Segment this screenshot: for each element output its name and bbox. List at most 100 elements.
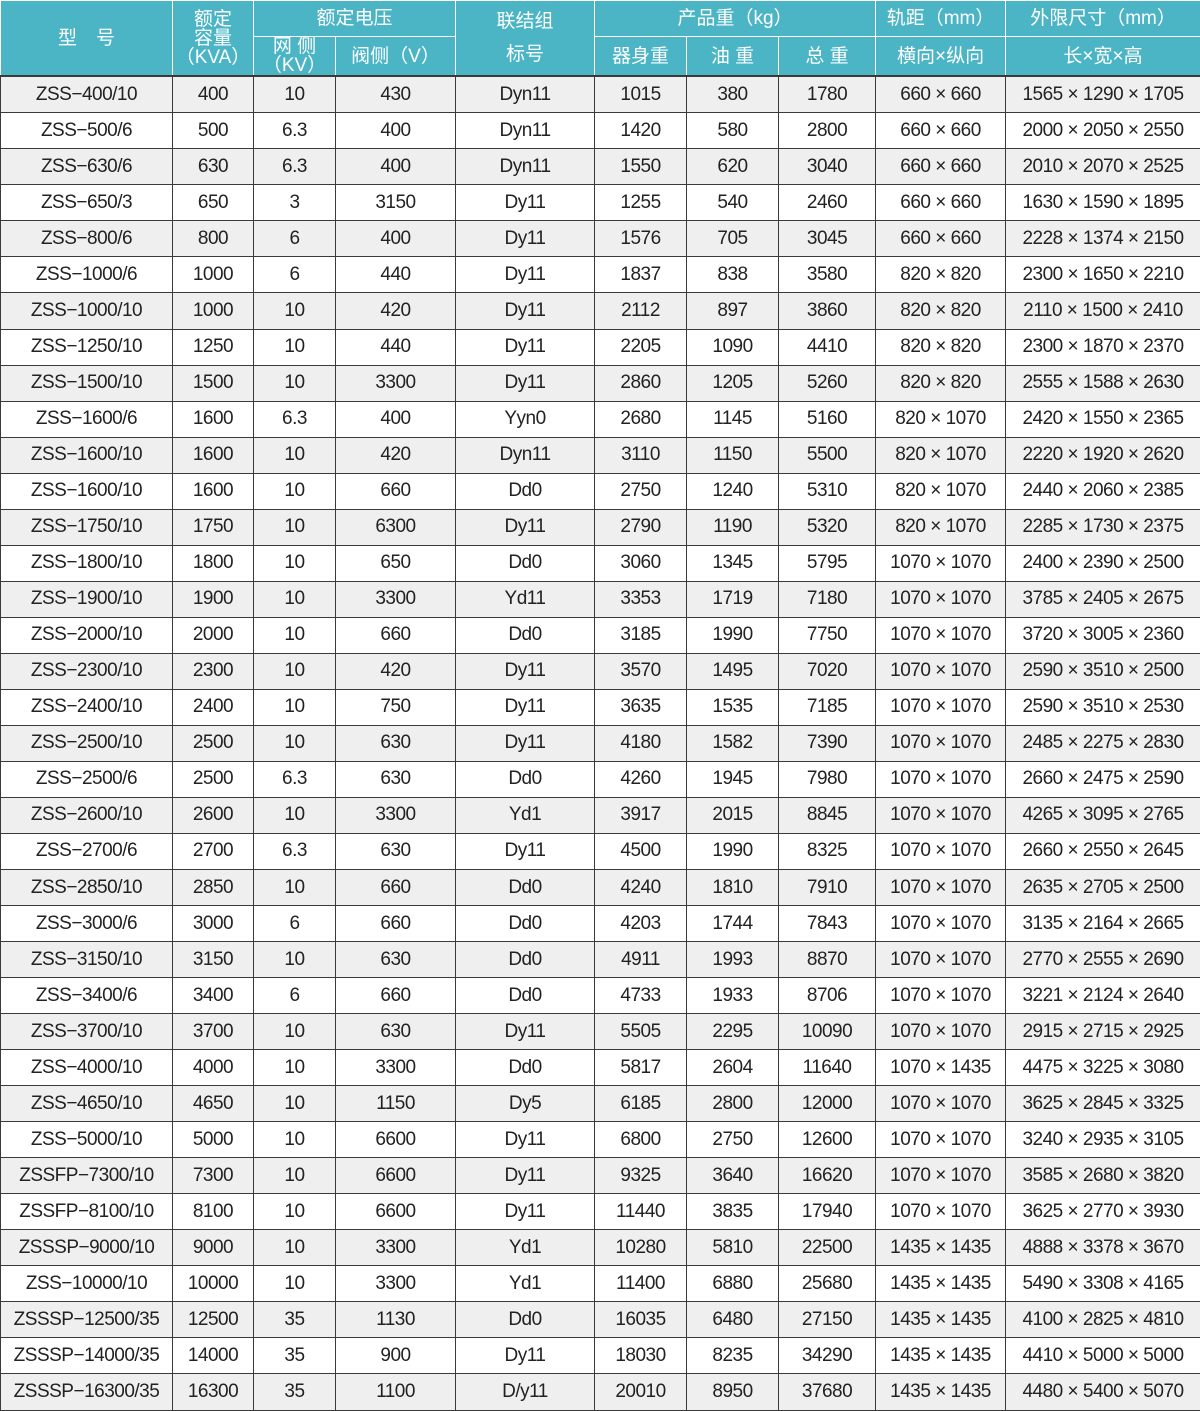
cell-connection: Dy11 xyxy=(455,832,596,870)
table-row: ZSS−2300/10 2300 10 420 Dy11 3570 1495 7020 1070… xyxy=(0,652,1200,690)
cell-capacity: 4650 xyxy=(172,1085,254,1123)
cell-gauge: 1070 × 1435 xyxy=(875,1049,1007,1087)
cell-valve-voltage: 630 xyxy=(334,760,457,798)
cell-total-weight: 5500 xyxy=(778,436,877,474)
cell-total-weight: 2800 xyxy=(778,112,877,150)
cell-grid-voltage: 10 xyxy=(253,1121,336,1159)
cell-model: ZSS−4650/10 xyxy=(0,1085,173,1123)
cell-body-weight: 1420 xyxy=(594,112,688,150)
cell-grid-voltage: 10 xyxy=(253,1013,336,1051)
cell-gauge: 820 × 1070 xyxy=(875,472,1007,510)
cell-connection: Dy11 xyxy=(455,1121,596,1159)
cell-body-weight: 4260 xyxy=(594,760,688,798)
cell-connection: Yd11 xyxy=(455,580,596,618)
cell-model: ZSS−1900/10 xyxy=(0,580,173,618)
cell-capacity: 2500 xyxy=(172,760,254,798)
header-dims-sub: 长×宽×高 xyxy=(1005,36,1200,77)
header-grid-side-unit: （KV） xyxy=(262,55,327,76)
cell-valve-voltage: 400 xyxy=(334,112,457,150)
cell-capacity: 2700 xyxy=(172,832,254,870)
cell-body-weight: 4911 xyxy=(594,941,688,979)
cell-dimensions: 2110 × 1500 × 2410 xyxy=(1005,292,1200,330)
cell-model: ZSS−2850/10 xyxy=(0,868,173,907)
cell-valve-voltage: 3300 xyxy=(334,1049,457,1087)
cell-dimensions: 1565 × 1290 × 1705 xyxy=(1005,75,1200,114)
cell-gauge: 1070 × 1070 xyxy=(875,616,1007,654)
cell-oil-weight: 1150 xyxy=(686,436,780,474)
cell-oil-weight: 5810 xyxy=(686,1229,780,1267)
cell-grid-voltage: 6 xyxy=(253,220,336,258)
header-grid-side-line: 网 侧 xyxy=(272,36,317,57)
cell-grid-voltage: 10 xyxy=(253,292,336,330)
cell-gauge: 1070 × 1070 xyxy=(875,544,1007,582)
cell-oil-weight: 380 xyxy=(686,75,780,114)
header-rated-voltage: 额定电压 xyxy=(252,0,457,37)
cell-capacity: 1250 xyxy=(172,328,254,366)
cell-grid-voltage: 6.3 xyxy=(253,832,336,870)
table-row: ZSS−1000/10 1000 10 420 Dy11 2112 897 3860 820 ×… xyxy=(0,292,1200,330)
cell-model: ZSS−2000/10 xyxy=(0,616,173,654)
table-row: ZSS−1600/10 1600 10 660 Dd0 2750 1240 5310 820 ×… xyxy=(0,472,1200,510)
cell-oil-weight: 838 xyxy=(686,256,780,294)
header-valve-side: 阀侧（V） xyxy=(334,36,457,77)
cell-body-weight: 20010 xyxy=(594,1373,688,1411)
cell-gauge: 1070 × 1070 xyxy=(875,868,1007,907)
header-gauge: 轨距（mm） xyxy=(875,0,1007,37)
cell-total-weight: 8325 xyxy=(778,832,877,870)
cell-capacity: 1000 xyxy=(172,256,254,294)
cell-model: ZSS−2400/10 xyxy=(0,688,173,726)
cell-body-weight: 3353 xyxy=(594,580,688,618)
cell-dimensions: 2220 × 1920 × 2620 xyxy=(1005,436,1200,474)
cell-grid-voltage: 10 xyxy=(253,1265,336,1303)
cell-body-weight: 5817 xyxy=(594,1049,688,1087)
cell-connection: Dd0 xyxy=(455,1301,596,1339)
cell-capacity: 1000 xyxy=(172,292,254,330)
cell-model: ZSS−1000/10 xyxy=(0,292,173,330)
cell-body-weight: 4240 xyxy=(594,868,688,907)
cell-grid-voltage: 3 xyxy=(253,184,336,222)
cell-dimensions: 4100 × 2825 × 4810 xyxy=(1005,1301,1200,1339)
cell-valve-voltage: 430 xyxy=(334,75,457,114)
cell-dimensions: 2485 × 2275 × 2830 xyxy=(1005,724,1200,762)
cell-gauge: 820 × 1070 xyxy=(875,436,1007,474)
cell-capacity: 16300 xyxy=(172,1373,254,1411)
cell-valve-voltage: 650 xyxy=(334,544,457,582)
header-connection-line: 标号 xyxy=(506,44,545,65)
cell-connection: Dyn11 xyxy=(455,436,596,474)
cell-grid-voltage: 6.3 xyxy=(253,148,336,186)
cell-gauge: 820 × 1070 xyxy=(875,400,1007,438)
cell-body-weight: 4203 xyxy=(594,905,688,943)
cell-valve-voltage: 6600 xyxy=(334,1193,457,1231)
cell-valve-voltage: 440 xyxy=(334,328,457,366)
table-row: ZSS−10000/10 10000 10 3300 Yd1 11400 6880 25680… xyxy=(0,1265,1200,1303)
cell-capacity: 2600 xyxy=(172,796,254,834)
cell-valve-voltage: 6600 xyxy=(334,1121,457,1159)
cell-dimensions: 2010 × 2070 × 2525 xyxy=(1005,148,1200,186)
cell-total-weight: 3040 xyxy=(778,148,877,186)
cell-connection: Dy11 xyxy=(455,652,596,690)
cell-oil-weight: 1719 xyxy=(686,580,780,618)
table-row: ZSS−3700/10 3700 10 630 Dy11 5505 2295 10090 107… xyxy=(0,1013,1200,1051)
cell-oil-weight: 1535 xyxy=(686,688,780,726)
cell-total-weight: 7980 xyxy=(778,760,877,798)
cell-gauge: 1070 × 1070 xyxy=(875,1121,1007,1159)
cell-grid-voltage: 10 xyxy=(253,1157,336,1195)
cell-total-weight: 8870 xyxy=(778,941,877,979)
cell-oil-weight: 3835 xyxy=(686,1193,780,1231)
cell-oil-weight: 1345 xyxy=(686,544,780,582)
cell-grid-voltage: 6 xyxy=(253,256,336,294)
cell-model: ZSS−1000/6 xyxy=(0,256,173,294)
table-header: 型 号 额定 容量 （KVA） 额定电压 联结组 标号 产品重（kg） 轨距（m… xyxy=(0,0,1200,77)
cell-body-weight: 4500 xyxy=(594,832,688,870)
table-row: ZSS−500/6 500 6.3 400 Dyn11 1420 580 2800 660 × … xyxy=(0,112,1200,150)
cell-oil-weight: 897 xyxy=(686,292,780,330)
cell-grid-voltage: 6.3 xyxy=(253,400,336,438)
cell-total-weight: 7390 xyxy=(778,724,877,762)
cell-valve-voltage: 3300 xyxy=(334,1265,457,1303)
cell-grid-voltage: 6 xyxy=(253,905,336,943)
cell-dimensions: 2660 × 2475 × 2590 xyxy=(1005,760,1200,798)
cell-body-weight: 10280 xyxy=(594,1229,688,1267)
cell-dimensions: 3240 × 2935 × 3105 xyxy=(1005,1121,1200,1159)
cell-valve-voltage: 400 xyxy=(334,220,457,258)
cell-oil-weight: 1990 xyxy=(686,832,780,870)
